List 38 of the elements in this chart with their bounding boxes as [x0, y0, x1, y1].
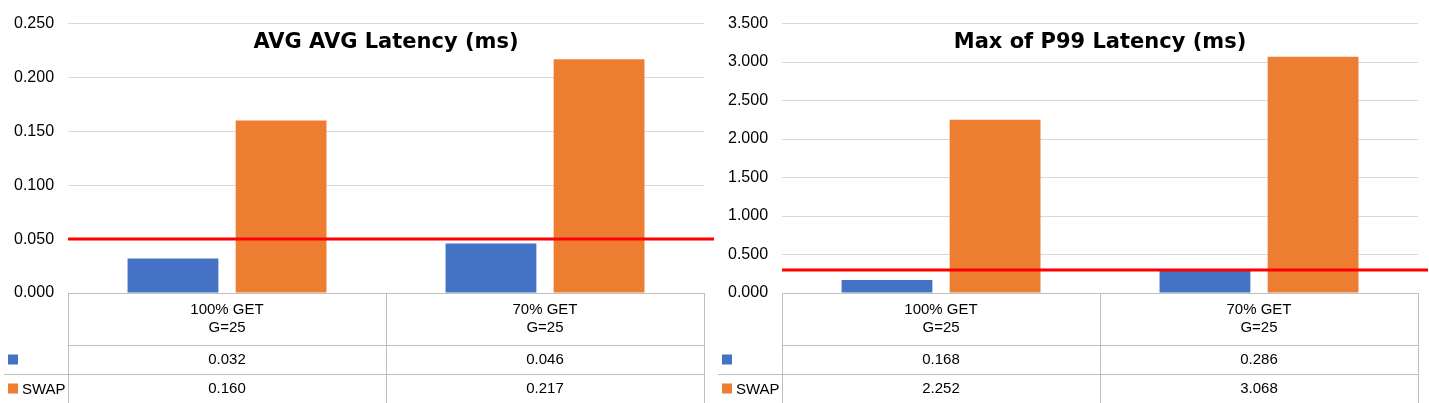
y-tick-label: 0.000 [727, 283, 769, 301]
y-tick-label: 1.000 [727, 206, 769, 224]
bar [1159, 270, 1251, 293]
data-label: 0.160 [208, 378, 246, 396]
y-tick-label: 1.500 [727, 167, 769, 185]
y-tick-label: 0.200 [13, 67, 55, 85]
x-tick-label: 100% GET G=25 [190, 300, 264, 336]
bar [445, 243, 537, 293]
bar [949, 119, 1041, 293]
y-tick-label: 0.500 [727, 244, 769, 262]
data-label: 0.286 [1240, 349, 1278, 367]
y-tick-label: 2.000 [727, 129, 769, 147]
data-label: 2.252 [922, 378, 960, 396]
x-tick-label: 100% GET G=25 [904, 300, 978, 336]
data-label: 0.168 [922, 349, 960, 367]
y-tick-label: 3.000 [727, 52, 769, 70]
data-label: 0.046 [526, 349, 564, 367]
y-tick-label: 0.000 [13, 283, 55, 301]
y-tick-label: 2.500 [727, 90, 769, 108]
y-tick-label: 3.500 [727, 14, 769, 32]
chart-title: AVG AVG Latency (ms) [253, 28, 519, 53]
x-tick-label: 70% GET G=25 [1226, 300, 1292, 336]
chart-title: Max of P99 Latency (ms) [953, 28, 1247, 53]
data-label: 0.217 [526, 378, 564, 396]
data-label: 0.032 [208, 349, 246, 367]
legend-label: SWAP [22, 379, 66, 397]
bar [553, 59, 645, 293]
x-tick-label: 70% GET G=25 [512, 300, 578, 336]
bar [127, 258, 219, 293]
y-tick-label: 0.250 [13, 14, 55, 32]
bar [235, 120, 327, 293]
y-tick-label: 0.050 [13, 229, 55, 247]
bar [841, 280, 933, 293]
data-label: 3.068 [1240, 378, 1278, 396]
y-tick-label: 0.150 [13, 121, 55, 139]
y-tick-label: 0.100 [13, 175, 55, 193]
legend-label: SWAP [736, 379, 780, 397]
bar [1267, 56, 1359, 293]
